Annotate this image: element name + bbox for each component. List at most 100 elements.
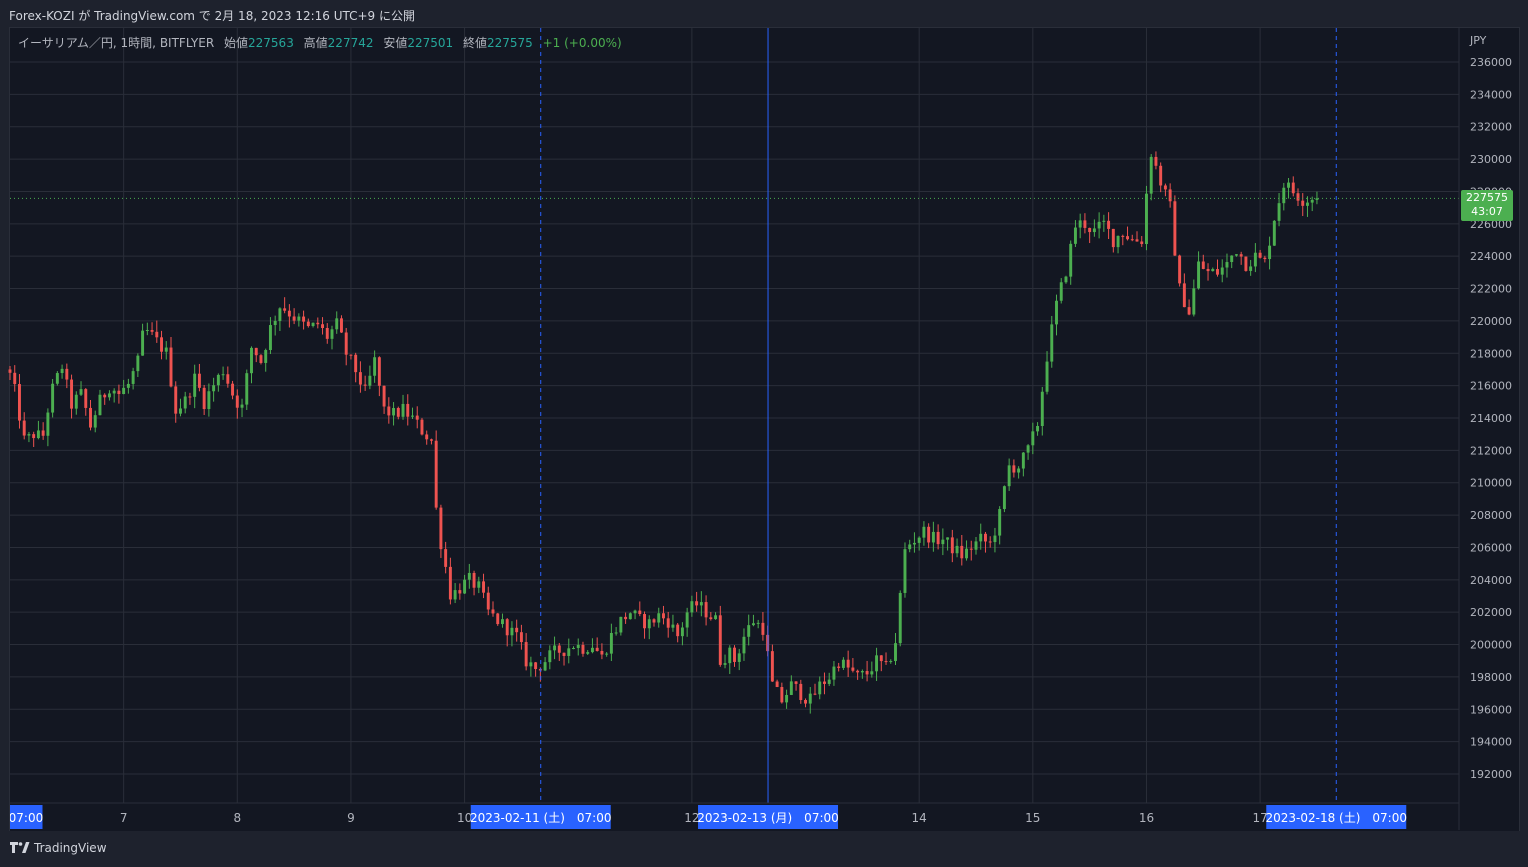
candle bbox=[1159, 162, 1163, 193]
candle bbox=[643, 611, 646, 639]
candle bbox=[581, 641, 585, 657]
candle bbox=[126, 378, 130, 394]
candle bbox=[439, 504, 443, 558]
candle-body bbox=[1220, 267, 1224, 275]
candle-body bbox=[482, 581, 485, 593]
candle bbox=[122, 379, 126, 395]
candle-body bbox=[652, 619, 656, 623]
candle-body bbox=[1163, 185, 1167, 190]
candle bbox=[1130, 234, 1134, 242]
candle-body bbox=[491, 609, 495, 614]
candle bbox=[1220, 259, 1224, 283]
candle-body bbox=[354, 354, 358, 373]
candle bbox=[889, 659, 893, 664]
candle bbox=[946, 537, 950, 551]
candle bbox=[586, 650, 590, 655]
candle bbox=[600, 643, 604, 660]
candle bbox=[1230, 255, 1234, 269]
candle-body bbox=[358, 372, 362, 385]
candle bbox=[510, 621, 514, 647]
candle-body bbox=[534, 662, 538, 670]
price-tick-label: 214000 bbox=[1470, 412, 1512, 425]
candle bbox=[1031, 422, 1035, 455]
candle bbox=[363, 375, 367, 391]
candle-body bbox=[917, 537, 921, 543]
candle bbox=[1263, 255, 1267, 263]
candle-body bbox=[467, 572, 471, 580]
candle bbox=[70, 374, 74, 419]
candle-body bbox=[254, 347, 258, 356]
candle-body bbox=[624, 616, 628, 620]
candle-body bbox=[98, 394, 102, 416]
low-value: 227501 bbox=[407, 36, 454, 50]
date-marker-text: 2023-02-11 (土) 07:00 bbox=[470, 811, 612, 825]
candle bbox=[453, 583, 457, 604]
candle-body bbox=[680, 627, 684, 637]
last-price-value: 227575 bbox=[1466, 191, 1508, 205]
candle-body bbox=[562, 652, 566, 656]
candle-body bbox=[453, 590, 457, 600]
candle-body bbox=[1168, 189, 1172, 202]
candle-body bbox=[718, 615, 722, 665]
candle-body bbox=[979, 533, 983, 542]
candle-body bbox=[1040, 391, 1044, 427]
candle bbox=[155, 320, 159, 343]
candle-body bbox=[160, 337, 163, 352]
candle-body bbox=[595, 647, 599, 651]
candle bbox=[311, 322, 315, 328]
price-tick-label: 236000 bbox=[1470, 56, 1512, 69]
candle bbox=[174, 381, 178, 423]
candle-body bbox=[1126, 236, 1129, 240]
candle-body bbox=[780, 687, 784, 703]
candle-body bbox=[865, 671, 869, 675]
candle-body bbox=[837, 666, 841, 668]
candle bbox=[761, 611, 765, 641]
candle-body bbox=[259, 355, 263, 363]
candle bbox=[1306, 196, 1309, 217]
last-price-tag: 227575 43:07 bbox=[1461, 190, 1513, 222]
candle bbox=[941, 528, 945, 556]
candle bbox=[875, 647, 879, 681]
candle-body bbox=[89, 407, 92, 428]
candle bbox=[699, 591, 703, 617]
candle-body bbox=[1145, 193, 1148, 245]
candle-body bbox=[984, 533, 987, 542]
candle-body bbox=[1017, 468, 1021, 473]
candle-body bbox=[1050, 324, 1054, 362]
price-tick-label: 200000 bbox=[1470, 639, 1512, 652]
candle bbox=[714, 612, 718, 620]
candle-body bbox=[1315, 198, 1319, 200]
candle bbox=[273, 315, 277, 336]
candle bbox=[183, 391, 187, 414]
candle-body bbox=[1064, 276, 1068, 283]
candle bbox=[340, 315, 343, 333]
candle-body bbox=[486, 592, 490, 610]
price-tick-label: 218000 bbox=[1470, 347, 1512, 360]
candle bbox=[1225, 253, 1229, 278]
price-tick-label: 192000 bbox=[1470, 768, 1512, 781]
candle bbox=[666, 611, 670, 638]
candle bbox=[250, 346, 253, 384]
candle-body bbox=[1272, 220, 1276, 246]
price-tick-label: 216000 bbox=[1470, 380, 1512, 393]
candle-body bbox=[193, 373, 197, 397]
candle-body bbox=[647, 619, 651, 629]
date-marker-label: 2023-02-06 (月) 07:00 bbox=[10, 805, 43, 829]
candle bbox=[931, 521, 935, 552]
candle-body bbox=[268, 325, 272, 351]
candle bbox=[491, 601, 495, 617]
candle bbox=[1017, 466, 1021, 479]
candle bbox=[226, 366, 230, 388]
candle-body bbox=[472, 572, 476, 588]
tradingview-logo[interactable]: TradingView bbox=[10, 841, 107, 855]
candle bbox=[240, 398, 244, 418]
candle bbox=[302, 310, 306, 330]
candle-body bbox=[671, 624, 675, 628]
candle bbox=[780, 682, 784, 704]
bar-countdown: 43:07 bbox=[1471, 205, 1503, 219]
candle-body bbox=[245, 373, 249, 405]
publish-header: Forex-KOZI が TradingView.com で 2月 18, 20… bbox=[0, 0, 1528, 28]
candle-body bbox=[60, 368, 64, 374]
candle bbox=[662, 605, 665, 625]
